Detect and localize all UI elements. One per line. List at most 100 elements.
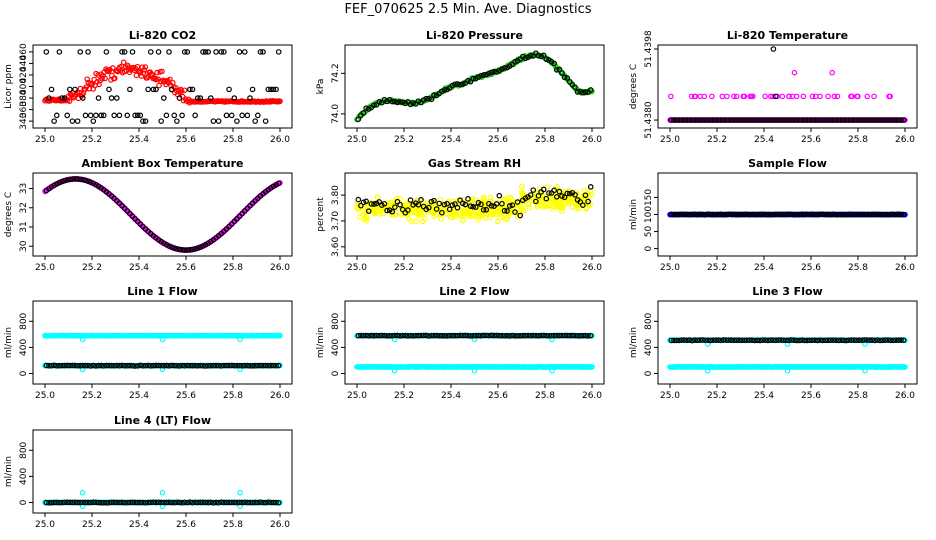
data-point-inst xyxy=(376,332,382,339)
data-point-inst xyxy=(723,211,729,218)
data-point-inst xyxy=(184,49,191,55)
data-point-inst xyxy=(462,201,469,208)
data-point-inst xyxy=(213,362,219,369)
data-point-inst xyxy=(72,86,78,93)
data-point-inst xyxy=(124,362,131,369)
data-point-avg xyxy=(380,210,386,217)
data-point-avg xyxy=(418,211,424,218)
data-point-inst xyxy=(174,362,180,369)
data-point-inst xyxy=(853,337,860,344)
data-point-inst xyxy=(577,333,584,339)
data-point-inst xyxy=(381,332,388,339)
y-axis-label: percent xyxy=(316,197,326,232)
data-point-inst xyxy=(61,362,68,369)
data-point-inst xyxy=(480,332,487,339)
data-point-inst xyxy=(171,499,178,506)
x-tick-label: 25.6 xyxy=(176,135,196,145)
data-point-inst xyxy=(676,211,682,218)
data-point-inst xyxy=(462,332,469,339)
data-point-avg xyxy=(471,367,478,374)
x-tick-label: 25.8 xyxy=(848,263,868,273)
data-point-inst xyxy=(533,332,539,339)
chart-title: Li-820 Temperature xyxy=(727,29,848,42)
data-point-inst xyxy=(744,117,750,123)
data-point-inst xyxy=(74,499,81,506)
data-point-inst xyxy=(512,59,518,65)
data-point-inst xyxy=(809,211,816,217)
data-point-inst xyxy=(168,86,175,93)
data-point-inst xyxy=(137,112,144,119)
data-point-avg xyxy=(408,218,415,224)
data-point-inst xyxy=(119,362,125,369)
data-point-inst xyxy=(553,67,560,73)
data-point-inst xyxy=(725,117,732,123)
data-point-inst xyxy=(428,96,435,103)
data-point-inst xyxy=(872,117,878,123)
data-point-inst xyxy=(121,499,128,506)
data-point-inst xyxy=(119,49,125,55)
x-tick-label: 25.4 xyxy=(441,263,461,273)
data-point-inst xyxy=(825,337,831,344)
data-point-inst xyxy=(668,211,675,218)
data-point-avg xyxy=(791,69,798,76)
data-point-inst xyxy=(234,118,240,124)
data-point-inst xyxy=(384,207,390,214)
data-point-inst xyxy=(98,362,104,369)
data-point-inst xyxy=(517,333,523,339)
data-point-inst xyxy=(64,177,70,183)
data-point-avg xyxy=(831,93,838,100)
data-point-inst xyxy=(859,211,865,218)
data-point-inst xyxy=(681,211,688,218)
data-point-inst xyxy=(48,499,55,506)
data-point-avg xyxy=(553,183,560,190)
data-point-inst xyxy=(452,332,458,339)
chart-box_temp: Ambient Box Temperature 25.0 25.2 25.4 25.6 2… xyxy=(4,157,293,273)
data-point-inst xyxy=(439,332,445,339)
data-point-inst xyxy=(252,118,258,124)
y-tick-label: 420 xyxy=(19,66,29,83)
data-point-inst xyxy=(707,117,714,123)
data-point-inst xyxy=(106,86,112,93)
data-point-inst xyxy=(241,499,248,506)
data-point-inst xyxy=(74,118,81,124)
data-point-inst xyxy=(360,110,367,116)
data-point-inst xyxy=(770,46,777,52)
data-point-inst xyxy=(546,190,552,196)
data-point-avg xyxy=(141,67,148,73)
chart-pressure: Li-820 Pressure 25.0 25.2 25.4 25.6 25.8 26.0 7… xyxy=(316,29,605,145)
x-tick-label: 26.0 xyxy=(895,135,915,145)
data-point-inst xyxy=(835,211,842,218)
data-point-inst xyxy=(759,117,766,123)
x-tick-label: 25.4 xyxy=(441,391,461,401)
data-point-inst xyxy=(236,49,243,55)
data-point-inst xyxy=(882,337,889,343)
data-point-inst xyxy=(376,99,382,105)
data-point-avg xyxy=(140,70,147,76)
data-point-avg xyxy=(438,216,444,222)
data-point-inst xyxy=(488,332,495,339)
data-point-avg xyxy=(691,93,698,100)
data-point-avg xyxy=(505,194,512,201)
data-point-inst xyxy=(720,211,727,218)
data-point-inst xyxy=(801,337,808,344)
data-point-inst xyxy=(358,332,364,339)
data-point-inst xyxy=(809,117,816,123)
data-point-inst xyxy=(739,117,745,123)
data-point-inst xyxy=(231,362,238,369)
data-point-avg xyxy=(159,489,166,496)
data-point-inst xyxy=(72,499,78,506)
data-point-inst xyxy=(561,332,568,339)
data-point-avg xyxy=(709,93,715,100)
data-point-avg xyxy=(541,204,547,210)
data-point-inst xyxy=(480,207,487,213)
data-point-inst xyxy=(551,187,557,194)
y-axis-label: ml/min xyxy=(629,327,639,358)
data-point-inst xyxy=(80,362,86,369)
x-tick-label: 25.6 xyxy=(801,135,821,145)
data-point-avg xyxy=(502,216,509,222)
data-point-inst xyxy=(723,117,729,123)
data-point-inst xyxy=(85,499,91,506)
data-point-inst xyxy=(358,202,364,209)
data-point-inst xyxy=(371,333,377,339)
data-point-inst xyxy=(373,332,380,339)
